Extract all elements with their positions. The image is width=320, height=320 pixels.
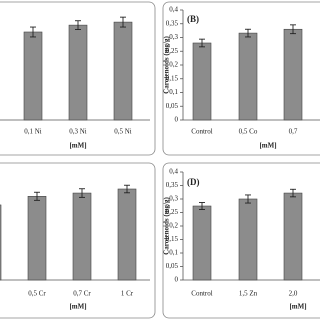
y-tick-label: 0,3 bbox=[169, 33, 178, 41]
panel-frame bbox=[0, 162, 156, 319]
y-tick-label: 0,1 bbox=[169, 88, 178, 96]
x-axis-label: [mM] bbox=[259, 142, 276, 150]
y-tick-label: 0,05 bbox=[166, 102, 179, 110]
x-axis-label: [mM] bbox=[69, 303, 86, 311]
x-tick-label: 0,5 Ni bbox=[114, 128, 132, 136]
bar bbox=[192, 42, 212, 121]
y-tick-label: 0,25 bbox=[166, 47, 179, 55]
bar bbox=[113, 21, 133, 121]
bar bbox=[192, 205, 212, 281]
y-axis-label: Carotenoids (mg/g) bbox=[163, 197, 171, 255]
panel-frame bbox=[162, 162, 320, 319]
bar bbox=[283, 192, 303, 281]
y-tick-label: 0,25 bbox=[166, 208, 179, 216]
x-tick-label: 0,7 bbox=[289, 128, 298, 136]
x-tick-label: 1 Cr bbox=[121, 290, 134, 298]
bar bbox=[238, 198, 258, 281]
x-tick-label: 2,0 bbox=[289, 290, 298, 298]
x-tick-label: 0,7 Cr bbox=[73, 290, 91, 298]
x-axis-label: [mM] bbox=[69, 142, 86, 150]
bar bbox=[0, 204, 2, 281]
x-tick-label: 0,1 Ni bbox=[24, 128, 42, 136]
bar bbox=[72, 192, 92, 281]
y-tick-label: 0,35 bbox=[166, 19, 179, 27]
y-tick-label: 0,2 bbox=[169, 222, 178, 230]
bar bbox=[283, 28, 303, 121]
panel-title: (D) bbox=[187, 177, 200, 187]
bar bbox=[23, 31, 43, 121]
y-tick-label: 0,2 bbox=[169, 61, 178, 69]
panel-title: (B) bbox=[187, 14, 199, 24]
y-tick-label: 0 bbox=[175, 116, 179, 124]
y-tick-label: 0,4 bbox=[169, 168, 178, 176]
x-tick-label: 0,3 Ni bbox=[69, 128, 87, 136]
y-tick-label: 0 bbox=[175, 276, 179, 284]
bar bbox=[117, 188, 137, 281]
y-tick-label: 0,35 bbox=[166, 181, 179, 189]
panel-frame bbox=[162, 1, 320, 156]
bar bbox=[238, 32, 258, 121]
y-tick-label: 0,15 bbox=[166, 235, 179, 243]
x-tick-label: Control bbox=[191, 128, 212, 136]
x-tick-label: 0,5 Co bbox=[239, 128, 258, 136]
y-tick-label: 0,15 bbox=[166, 74, 179, 82]
x-tick-label: Control bbox=[191, 290, 212, 298]
y-axis-label: Carotenoids (mg/g) bbox=[163, 36, 171, 94]
y-tick-label: 0,1 bbox=[169, 249, 178, 257]
panel-frame bbox=[0, 1, 156, 156]
bar bbox=[68, 24, 88, 121]
x-tick-label: 1,5 Zn bbox=[239, 290, 258, 298]
y-tick-label: 0,3 bbox=[169, 195, 178, 203]
x-axis-label: [mM] bbox=[289, 303, 306, 311]
bar bbox=[27, 196, 47, 281]
y-tick-label: 0,05 bbox=[166, 262, 179, 270]
y-tick-label: 0,4 bbox=[169, 6, 178, 14]
x-tick-label: 0,5 Cr bbox=[28, 290, 46, 298]
